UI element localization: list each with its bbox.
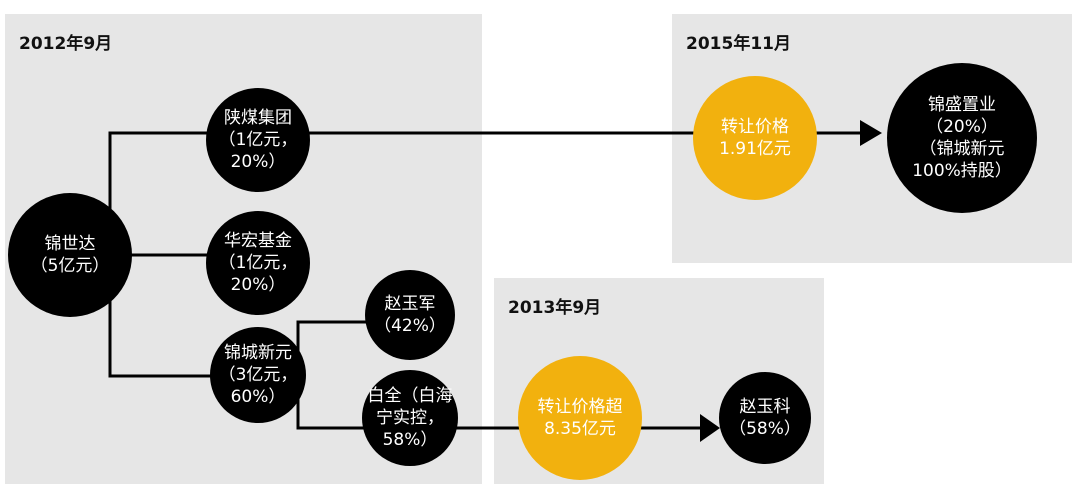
node-text: （3亿元，	[219, 365, 298, 385]
node-text: （42%）	[374, 316, 446, 336]
node-text: 58%）	[383, 430, 438, 450]
node-text: 转让价格	[721, 117, 789, 137]
node-text: 锦城新元	[224, 343, 292, 363]
node-circle	[8, 193, 132, 317]
node-text: 1.91亿元	[719, 139, 791, 159]
node-text: 赵玉军	[385, 294, 436, 314]
node-text: 锦盛置业	[928, 95, 996, 115]
panel-label: 2015年11月	[686, 33, 791, 54]
node-circle	[210, 327, 306, 423]
node-text: （5亿元）	[31, 256, 110, 276]
node-text: 60%）	[231, 387, 286, 407]
node-text: （58%）	[729, 419, 801, 439]
node-text: 20%）	[231, 275, 286, 295]
panel-label: 2013年9月	[508, 297, 601, 318]
node-text: 陕煤集团	[224, 108, 292, 128]
node-text: 赵玉科	[740, 397, 791, 417]
node-circle	[719, 372, 811, 464]
node-circle	[518, 356, 642, 480]
node-text: （1亿元，	[219, 130, 298, 150]
node-text: 8.35亿元	[544, 419, 616, 439]
node-text: 白全（白海	[368, 386, 453, 406]
node-circle	[206, 88, 310, 192]
node-text: （锦城新元	[920, 139, 1005, 159]
node-circle	[362, 370, 458, 466]
arrowhead	[700, 414, 720, 442]
node-text: 转让价格超	[538, 397, 623, 417]
node-circle	[887, 63, 1037, 213]
node-text: 宁实控，	[376, 408, 444, 428]
node-circle	[693, 76, 817, 200]
node-text: 锦世达	[45, 234, 96, 254]
node-text: （20%）	[926, 117, 998, 137]
node-text: （1亿元，	[219, 253, 298, 273]
node-circle	[365, 270, 455, 360]
node-text: 100%持股）	[912, 161, 1012, 181]
panel-label: 2012年9月	[19, 33, 112, 54]
node-text: 20%）	[231, 152, 286, 172]
node-text: 华宏基金	[224, 231, 292, 251]
arrowhead	[860, 120, 882, 146]
node-circle	[206, 211, 310, 315]
